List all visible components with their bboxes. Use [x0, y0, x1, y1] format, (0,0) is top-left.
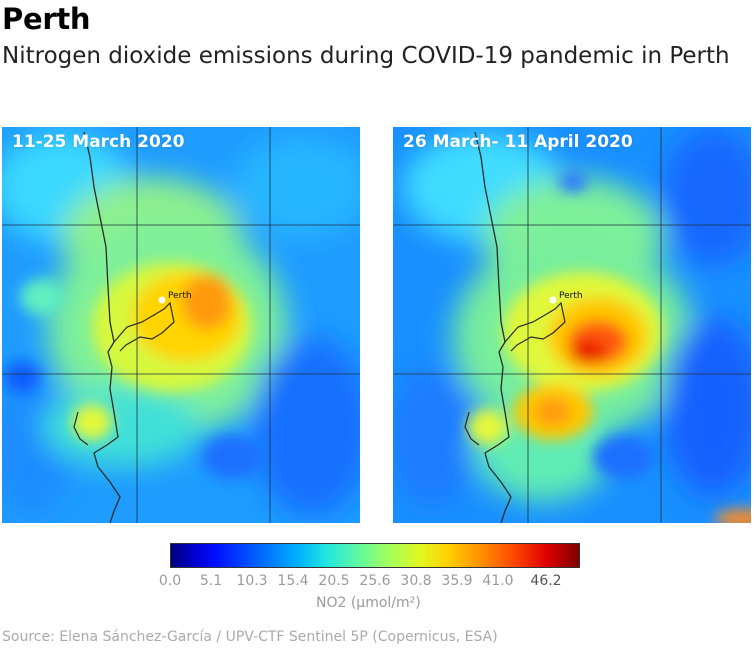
colorbar-tick: 35.9	[441, 573, 473, 589]
panel-date-label: 26 March- 11 April 2020	[403, 132, 633, 152]
perth-marker-march	[158, 296, 166, 304]
colorbar-tick: 41.0	[482, 573, 514, 589]
no2-heatmap-march	[2, 127, 360, 523]
map-title: Perth	[2, 2, 91, 36]
colorbar-unit-label: NO2 (μmol/m²)	[316, 595, 421, 611]
source-credit: Source: Elena Sánchez-García / UPV-CTF S…	[2, 629, 498, 645]
map-panel-april: 26 March- 11 April 2020 Perth	[393, 127, 751, 523]
colorbar-tick: 0.0	[158, 573, 182, 589]
no2-heatmap-april	[393, 127, 751, 523]
colorbar-tick: 25.6	[359, 573, 391, 589]
map-panel-march: 11-25 March 2020 Perth	[2, 127, 360, 523]
city-label: Perth	[168, 291, 192, 301]
colorbar-tick: 46.2	[530, 573, 562, 589]
no2-colorbar	[170, 543, 580, 568]
colorbar-tick: 30.8	[400, 573, 432, 589]
colorbar-tick: 10.3	[236, 573, 268, 589]
colorbar-tick: 5.1	[199, 573, 223, 589]
colorbar-tick: 20.5	[318, 573, 350, 589]
colorbar-tick: 15.4	[277, 573, 309, 589]
perth-marker-april	[549, 296, 557, 304]
city-label: Perth	[559, 291, 583, 301]
map-subtitle: Nitrogen dioxide emissions during COVID-…	[2, 43, 730, 69]
panel-date-label: 11-25 March 2020	[12, 132, 185, 152]
